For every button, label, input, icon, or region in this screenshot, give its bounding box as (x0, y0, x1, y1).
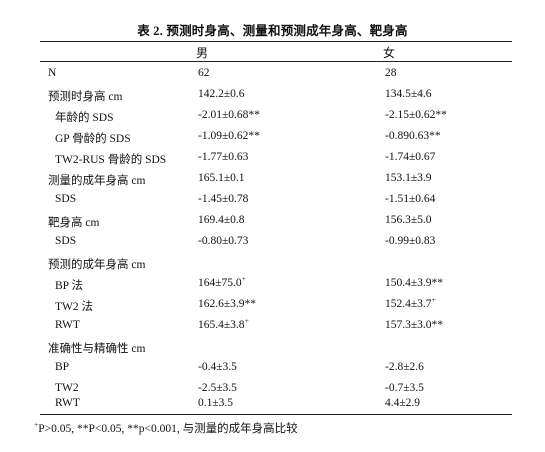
male-value: 165.1±0.1 (198, 172, 245, 184)
table-row: GP 骨龄的 SDS -1.09±0.62** -0.890.63** (0, 127, 545, 148)
table-row: RWT 165.4±3.8+ 157.3±3.0** (0, 316, 545, 337)
male-value: -1.09±0.62** (198, 130, 260, 142)
row-label: BP (55, 361, 70, 373)
female-value: 152.4±3.7+ (385, 295, 436, 310)
male-value: 164±75.0+ (198, 274, 246, 289)
female-value: -2.8±2.6 (385, 361, 424, 373)
footnote-sup: + (34, 420, 39, 430)
male-value: 142.2±0.6 (198, 88, 245, 100)
row-label: 靶身高 cm (48, 217, 100, 229)
row-label: TW2 (55, 382, 79, 394)
female-value-text: 152.4±3.7 (385, 298, 432, 310)
male-value: 165.4±3.8+ (198, 316, 249, 331)
table-row: 准确性与精确性 cm (0, 337, 545, 358)
table-row: RWT 0.1±3.5 4.4±2.9 (0, 394, 545, 415)
row-label: BP 法 (55, 280, 84, 292)
row-label: N (48, 67, 57, 79)
row-label: GP 骨龄的 SDS (55, 133, 131, 145)
table-row: SDS -1.45±0.78 -1.51±0.64 (0, 190, 545, 211)
male-value: -2.5±3.5 (198, 382, 237, 394)
row-label: TW2-RUS 骨龄的 SDS (55, 154, 167, 166)
male-value: 169.4±0.8 (198, 214, 245, 226)
female-value: -2.15±0.62** (385, 109, 447, 121)
row-label: TW2 法 (55, 301, 94, 313)
section-label: 预测的成年身高 cm (48, 259, 146, 271)
table-row: 预测的成年身高 cm (0, 253, 545, 274)
female-value: -0.99±0.83 (385, 235, 436, 247)
male-value-text: 165.4±3.8 (198, 319, 245, 331)
table-row: N 62 28 (0, 64, 545, 85)
male-value-sup: + (244, 316, 249, 326)
female-value-sup: + (431, 295, 436, 305)
male-value: -2.01±0.68** (198, 109, 260, 121)
male-value: 0.1±3.5 (198, 397, 234, 409)
column-header-male: 男 (196, 46, 209, 60)
table-row: 测量的成年身高 cm 165.1±0.1 153.1±3.9 (0, 169, 545, 190)
male-value-sup: + (241, 274, 246, 284)
female-value: 4.4±2.9 (385, 397, 421, 409)
female-value: 156.3±5.0 (385, 214, 432, 226)
row-label: 测量的成年身高 cm (48, 175, 146, 187)
row-label: SDS (55, 235, 77, 247)
female-value: -0.7±3.5 (385, 382, 424, 394)
female-value: -1.51±0.64 (385, 193, 436, 205)
section-label: 准确性与精确性 cm (48, 343, 146, 355)
footnote-text: P>0.05, **P<0.05, **p<0.001, 与测量的成年身高比较 (38, 423, 298, 435)
female-value: 157.3±3.0** (385, 319, 444, 331)
bottom-rule (40, 414, 512, 415)
male-value: 162.6±3.9** (198, 298, 257, 310)
table-row: SDS -0.80±0.73 -0.99±0.83 (0, 232, 545, 253)
top-rule (40, 41, 512, 42)
table-title: 表 2. 预测时身高、测量和预测成年身高、靶身高 (137, 24, 408, 38)
female-value: 28 (385, 67, 397, 79)
table-row: TW2 -2.5±3.5 -0.7±3.5 (0, 379, 545, 400)
row-label: 年龄的 SDS (55, 112, 114, 124)
table-row: BP -0.4±3.5 -2.8±2.6 (0, 358, 545, 379)
male-value: -0.4±3.5 (198, 361, 237, 373)
row-label: 预测时身高 cm (48, 91, 123, 103)
male-value: -1.77±0.63 (198, 151, 249, 163)
column-header-female: 女 (383, 46, 396, 60)
table-row: TW2 法 162.6±3.9** 152.4±3.7+ (0, 295, 545, 316)
male-value: -0.80±0.73 (198, 235, 249, 247)
male-value: -1.45±0.78 (198, 193, 249, 205)
table-row: BP 法 164±75.0+ 150.4±3.9** (0, 274, 545, 295)
header-rule (40, 61, 512, 62)
table-row: 预测时身高 cm 142.2±0.6 134.5±4.6 (0, 85, 545, 106)
male-value: 62 (198, 67, 210, 79)
table-footnote: +P>0.05, **P<0.05, **p<0.001, 与测量的成年身高比较 (34, 420, 298, 436)
female-value: -1.74±0.67 (385, 151, 436, 163)
table-row: 年龄的 SDS -2.01±0.68** -2.15±0.62** (0, 106, 545, 127)
table-row: TW2-RUS 骨龄的 SDS -1.77±0.63 -1.74±0.67 (0, 148, 545, 169)
row-label: RWT (55, 319, 80, 331)
row-label: SDS (55, 193, 77, 205)
female-value: 153.1±3.9 (385, 172, 432, 184)
female-value: -0.890.63** (385, 130, 441, 142)
row-label: RWT (55, 397, 80, 409)
female-value: 134.5±4.6 (385, 88, 432, 100)
male-value-text: 164±75.0 (198, 277, 242, 289)
table-row: 靶身高 cm 169.4±0.8 156.3±5.0 (0, 211, 545, 232)
female-value: 150.4±3.9** (385, 277, 444, 289)
